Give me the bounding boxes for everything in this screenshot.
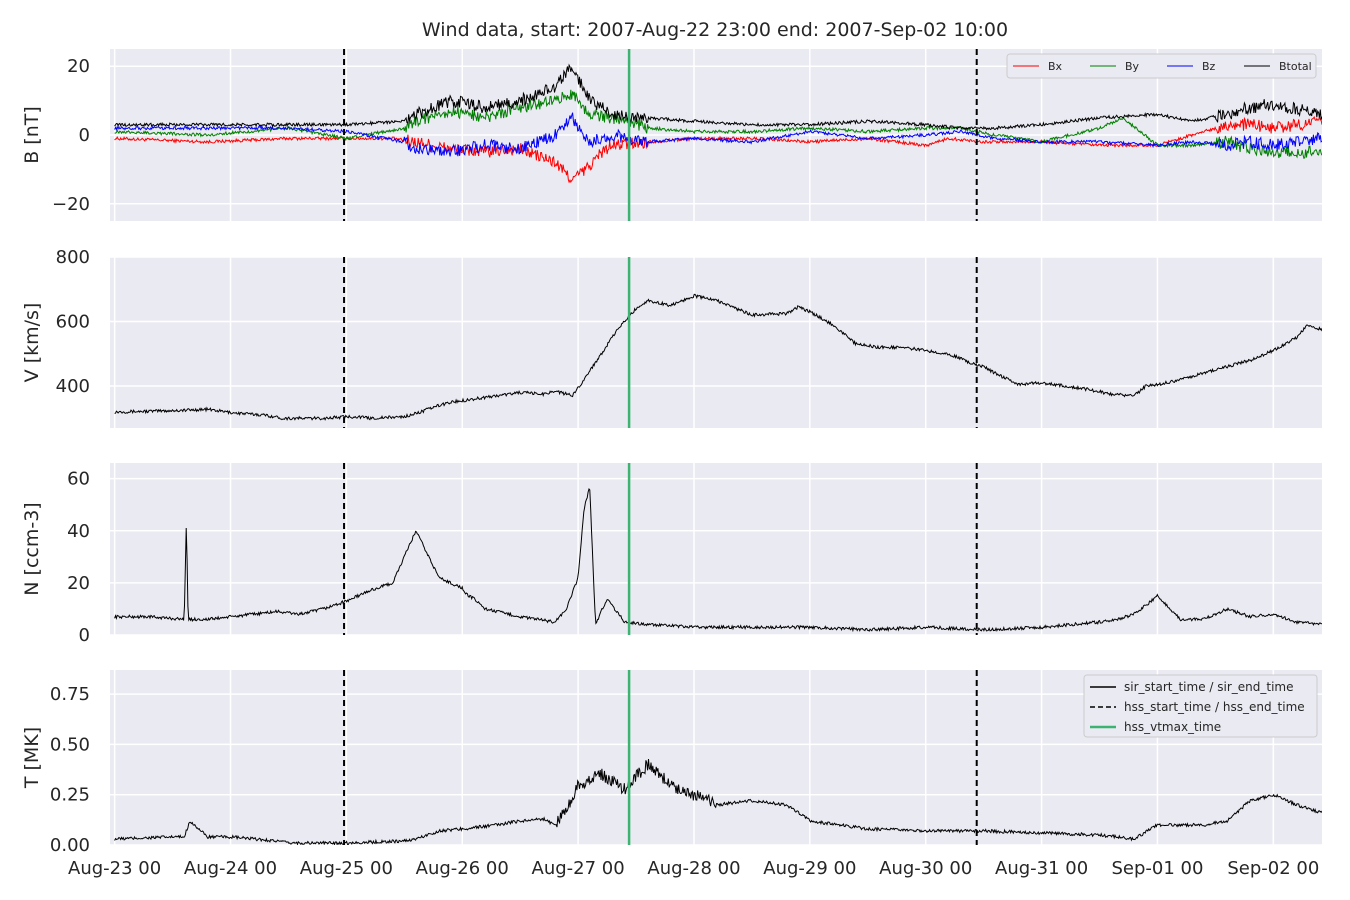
x-tick-label: Aug-28 00 [647, 858, 740, 879]
x-tick-label: Aug-31 00 [995, 858, 1088, 879]
legend-box [1006, 53, 1317, 79]
series-group [114, 293, 1322, 422]
legend-events: sir_start_time / sir_end_time hss_start_t… [1083, 674, 1318, 738]
y-axis-label: N [ccm-3] [21, 502, 43, 595]
legend-box [1083, 674, 1318, 738]
series-group [114, 63, 1322, 184]
y-tick-label: 800 [56, 247, 90, 268]
series-t-line [114, 759, 1322, 845]
plot-area [110, 463, 1322, 635]
x-tick-label: Aug-29 00 [763, 858, 856, 879]
y-axis-label: T [MK] [21, 727, 43, 789]
y-tick-label: 60 [67, 469, 90, 490]
legend-label-btotal: Btotal [1279, 60, 1312, 73]
panel-density: 0 20 40 60 N [ccm-3] [21, 463, 1322, 646]
y-tick-label: 40 [67, 521, 90, 542]
x-tick-label: Sep-02 00 [1227, 858, 1319, 879]
series-v-line [114, 293, 1322, 422]
y-tick-label: 0 [79, 625, 90, 646]
y-tick-label: 0.50 [50, 734, 90, 755]
y-axis-label: B [nT] [21, 106, 43, 164]
legend-label: sir_start_time / sir_end_time [1124, 680, 1294, 694]
y-tick-label: 0.00 [50, 835, 90, 856]
y-tick-label: 0.75 [50, 684, 90, 705]
x-tick-label: Aug-27 00 [532, 858, 625, 879]
x-tick-label: Aug-30 00 [879, 858, 972, 879]
x-tick-label: Aug-24 00 [184, 858, 277, 879]
chart-title: Wind data, start: 2007-Aug-22 23:00 end:… [422, 19, 1008, 41]
y-axis-label: V [km/s] [21, 303, 43, 383]
y-tick-label: 0 [79, 125, 90, 146]
legend-label-bz: Bz [1202, 60, 1216, 73]
legend-label: hss_vtmax_time [1124, 720, 1221, 734]
legend-b: Bx By Bz Btotal [1006, 53, 1317, 79]
series-btotal-line [114, 63, 1322, 131]
y-tick-label: 600 [56, 312, 90, 333]
panel-velocity: 400 600 800 V [km/s] [21, 247, 1322, 428]
legend-label-by: By [1125, 60, 1140, 73]
panel-b-field: −20 0 20 B [nT] Bx By Bz Btotal [21, 49, 1322, 221]
series-bz-line [114, 112, 1322, 157]
y-tick-label: 20 [67, 56, 90, 77]
series-group [114, 487, 1322, 633]
x-tick-label: Aug-25 00 [300, 858, 393, 879]
series-n-line [114, 487, 1322, 633]
x-tick-label: Aug-26 00 [416, 858, 509, 879]
legend-label-bx: Bx [1048, 60, 1063, 73]
panel-temperature: 0.00 0.25 0.50 0.75 T [MK] sir_start_time / s… [21, 670, 1322, 879]
series-bx-line [114, 115, 1322, 184]
series-group [114, 759, 1322, 845]
y-tick-label: 20 [67, 573, 90, 594]
x-tick-label: Sep-01 00 [1111, 858, 1203, 879]
legend-label: hss_start_time / hss_end_time [1124, 700, 1305, 714]
plot-area [110, 257, 1322, 428]
series-by-line [114, 89, 1322, 160]
y-tick-label: 400 [56, 376, 90, 397]
x-tick-label: Aug-23 00 [68, 858, 161, 879]
y-tick-label: 0.25 [50, 785, 90, 806]
y-tick-label: −20 [52, 194, 90, 215]
